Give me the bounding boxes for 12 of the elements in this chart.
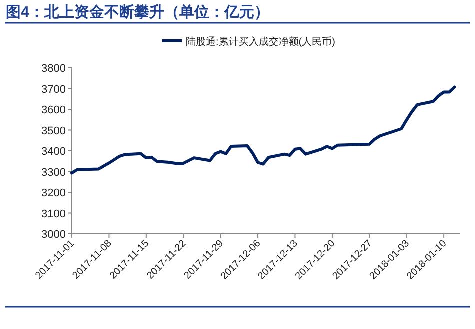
y-tick-label: 3500 <box>42 125 66 138</box>
y-tick-label: 3300 <box>42 166 66 179</box>
y-tick-label: 3000 <box>42 229 66 241</box>
legend-label: 陆股通:累计买入成交净额(人民币) <box>186 36 336 48</box>
y-tick-label: 3600 <box>42 104 66 116</box>
y-tick-label: 3700 <box>42 84 66 96</box>
y-tick-label: 3800 <box>42 63 66 75</box>
y-tick-label: 3200 <box>42 188 66 200</box>
y-tick-label: 3100 <box>42 208 66 220</box>
line-series <box>70 86 456 175</box>
y-tick-label: 3400 <box>42 146 66 158</box>
chart-title: 图4：北上资金不断攀升（单位：亿元） <box>6 4 270 21</box>
